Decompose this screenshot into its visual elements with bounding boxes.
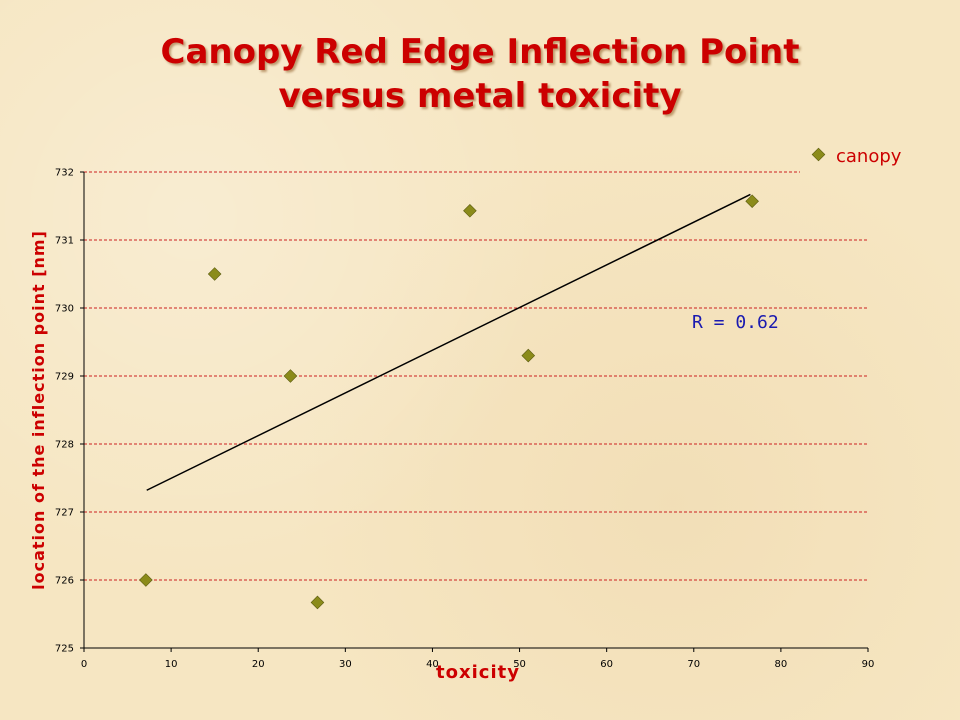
data-point — [521, 348, 536, 363]
trendline-group — [146, 193, 751, 491]
data-point — [207, 267, 222, 281]
data-point — [283, 369, 298, 383]
x-ticks: 0 10 20 30 40 50 60 70 80 90 — [81, 648, 875, 670]
y-tick-label: 729 — [55, 372, 74, 383]
x-axis-label: toxicity — [436, 662, 520, 683]
y-tick-label: 725 — [55, 644, 74, 655]
legend: canopy — [811, 146, 902, 167]
x-tick-label: 80 — [775, 659, 788, 670]
data-point — [310, 595, 325, 610]
y-ticks: 725 726 727 728 729 730 731 732 — [55, 168, 84, 655]
gridlines — [84, 171, 868, 581]
chart-title: Canopy Red Edge Inflection Point versus … — [0, 30, 960, 118]
trendline — [146, 193, 751, 491]
x-tick-label: 70 — [687, 659, 700, 670]
x-tick-label: 60 — [600, 659, 613, 670]
y-axis-label: location of the inflection point [nm] — [29, 230, 48, 590]
y-tick-label: 732 — [55, 168, 74, 179]
x-tick-label: 20 — [252, 659, 265, 670]
y-tick-label: 730 — [55, 304, 74, 315]
data-points — [139, 194, 759, 610]
title-line-2: versus metal toxicity — [278, 76, 682, 116]
x-tick-label: 0 — [81, 659, 87, 670]
data-point — [463, 203, 477, 218]
x-tick-label: 10 — [165, 659, 178, 670]
title-line-1: Canopy Red Edge Inflection Point — [160, 32, 800, 72]
correlation-annotation: R = 0.62 — [692, 312, 779, 333]
x-tick-label: 40 — [426, 659, 439, 670]
y-tick-label: 731 — [55, 236, 74, 247]
legend-label: canopy — [836, 146, 902, 167]
y-tick-label: 728 — [55, 440, 74, 451]
x-tick-label: 30 — [339, 659, 352, 670]
axes — [83, 172, 868, 649]
data-point — [745, 194, 759, 209]
y-tick-label: 727 — [55, 508, 74, 519]
x-tick-label: 90 — [862, 659, 875, 670]
legend-marker — [811, 147, 826, 162]
data-point — [139, 573, 153, 587]
x-tick-label: 50 — [513, 659, 526, 670]
y-tick-label: 726 — [55, 576, 74, 587]
